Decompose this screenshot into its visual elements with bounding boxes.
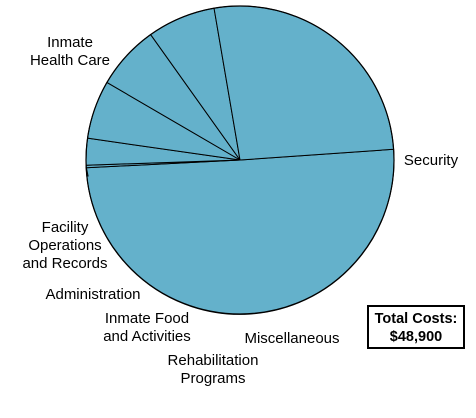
slice-label-inmate-food-and-activities: Inmate Food and Activities: [103, 310, 191, 345]
total-costs-label: Total Costs:: [374, 311, 458, 327]
slice-label-rehabilitation-programs: Rehabilitation Programs: [168, 352, 259, 387]
pie-slice-inmate-health-care: [213, 5, 395, 161]
total-costs-box: Total Costs: $48,900: [367, 305, 465, 349]
total-costs-value: $48,900: [389, 329, 443, 345]
slice-label-administration: Administration: [45, 286, 140, 303]
miscellaneous-leader-line: [85, 166, 89, 177]
slice-label-miscellaneous: Miscellaneous: [244, 330, 339, 347]
pie-outline: [85, 5, 395, 315]
slice-label-inmate-health-care: Inmate Health Care: [30, 34, 110, 69]
slice-label-security: Security: [404, 152, 459, 169]
slice-label-facility-operations-and-records: Facility Operations and Records: [22, 219, 107, 272]
